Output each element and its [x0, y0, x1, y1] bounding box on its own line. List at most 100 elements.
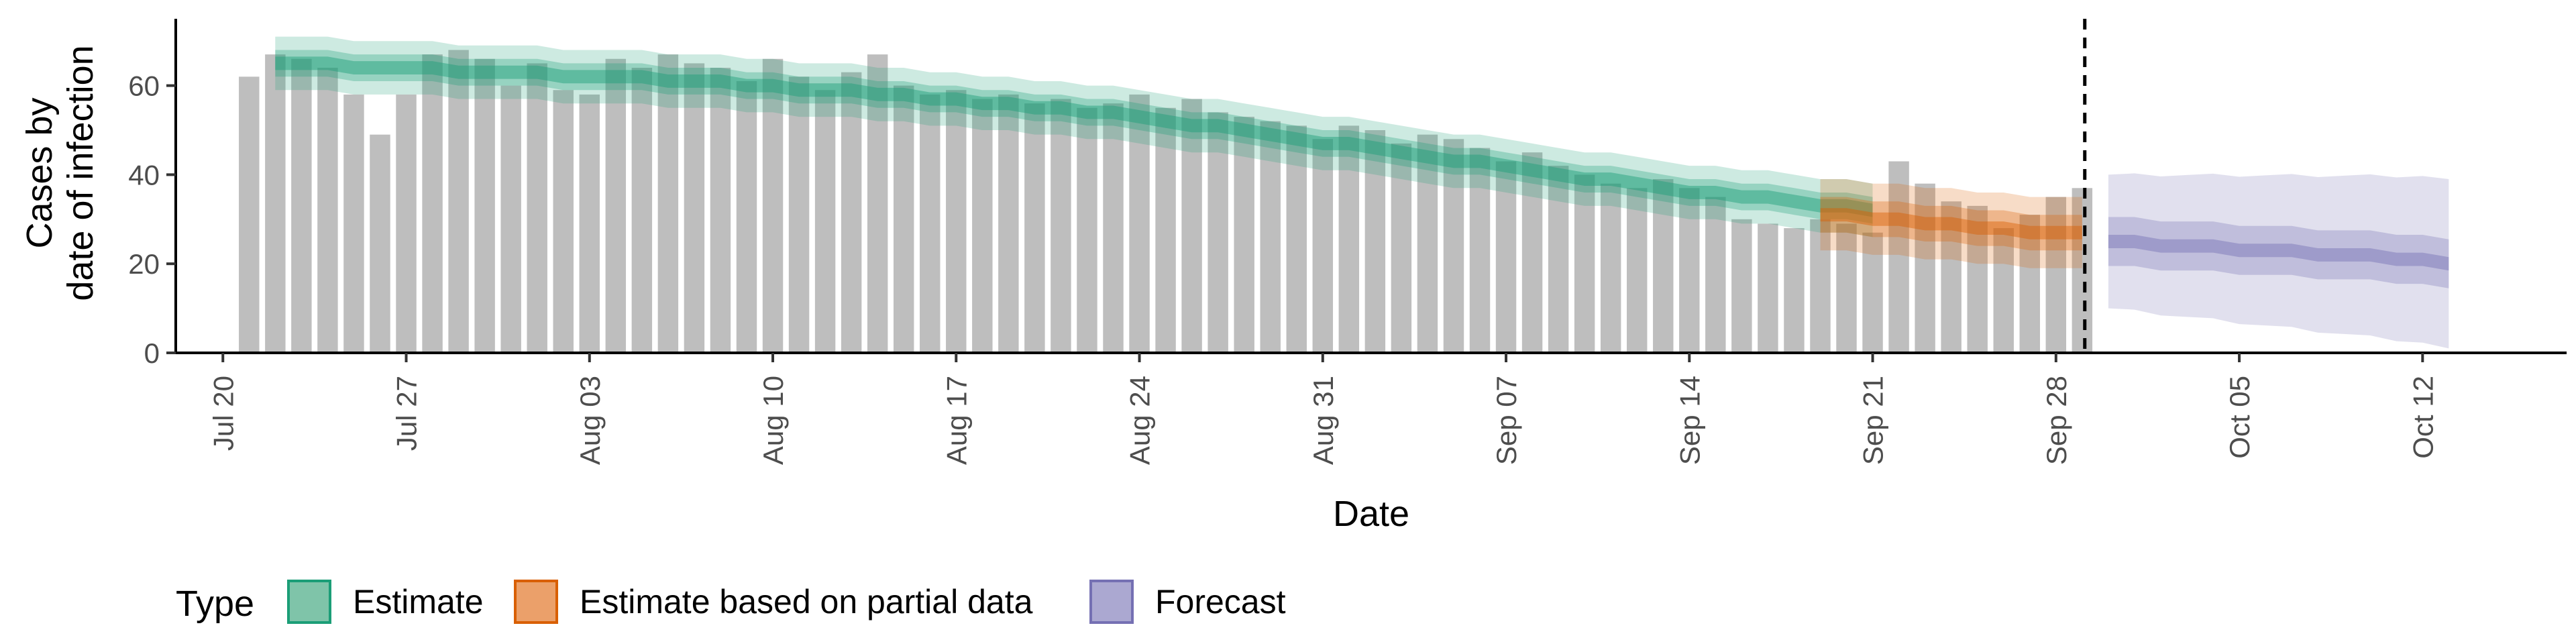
ribbon-estimate-inner [275, 56, 1873, 217]
bar-day-41 [1286, 125, 1307, 354]
bar-day-6 [370, 134, 390, 353]
bar-day-42 [1312, 139, 1334, 353]
bar-day-31 [1024, 103, 1045, 353]
bar-day-7 [396, 94, 417, 353]
x-tick-label-aug-31: Aug 31 [1307, 376, 1339, 465]
bar-day-9 [448, 50, 469, 353]
legend-key-forecast [1089, 580, 1134, 624]
bar-day-49 [1495, 161, 1517, 354]
bar-day-52 [1574, 174, 1595, 353]
bar-day-26 [893, 85, 914, 353]
y-axis-title-line-1: Cases by [19, 97, 60, 248]
bar-day-63 [1862, 232, 1883, 353]
bar-day-55 [1653, 179, 1674, 353]
legend-label-forecast: Forecast [1155, 583, 1286, 621]
y-tick-label-0: 0 [144, 337, 160, 369]
bar-day-8 [422, 54, 443, 354]
bar-day-4 [317, 68, 338, 353]
bar-day-60 [1784, 228, 1805, 353]
bar-day-11 [500, 85, 521, 353]
bar-day-39 [1234, 117, 1254, 353]
x-tick-label-sep-21: Sep 21 [1858, 376, 1889, 465]
ribbon-forecast-inner [2108, 235, 2449, 271]
bar-day-62 [1836, 223, 1857, 353]
x-tick-label-aug-10: Aug 10 [757, 376, 789, 465]
bar-day-61 [1810, 219, 1831, 353]
y-tick-label-40: 40 [128, 159, 160, 191]
x-tick-label-sep-28: Sep 28 [2041, 376, 2072, 465]
x-tick-label-jul-20: Jul 20 [207, 376, 239, 451]
ribbon-estimate-based-on-partial-data-mid [1820, 197, 2082, 251]
bar-day-25 [867, 54, 888, 354]
bar-day-70 [2045, 197, 2067, 353]
x-tick-label-oct-12: Oct 12 [2407, 376, 2438, 459]
bar-day-21 [762, 58, 784, 353]
y-axis-title-line-2: date of infection [60, 45, 101, 301]
bar-day-51 [1548, 166, 1569, 353]
bar-day-68 [1993, 228, 2014, 353]
bar-day-12 [527, 63, 547, 354]
bar-day-3 [291, 58, 312, 353]
bar-day-44 [1364, 130, 1386, 353]
y-tick-label-60: 60 [128, 70, 160, 102]
bar-day-17 [657, 54, 679, 354]
ribbon-forecast-outer [2108, 173, 2449, 349]
bar-day-19 [710, 68, 731, 353]
bar-day-67 [1967, 205, 1988, 353]
bar-day-16 [631, 68, 653, 353]
bar-day-45 [1391, 143, 1412, 354]
bar-day-30 [998, 94, 1019, 353]
axes-layer: 0 20 40 60 Jul 20 Jul 27 Aug 03 Aug 10 Aug 17 Aug… [128, 19, 2567, 465]
bar-day-1 [239, 76, 260, 353]
bar-day-29 [972, 99, 993, 353]
y-tick-label-20: 20 [128, 248, 160, 280]
bar-day-66 [1941, 201, 1962, 353]
bar-day-48 [1469, 148, 1491, 353]
bar-day-28 [946, 90, 967, 354]
legend-key-partial [514, 580, 558, 624]
x-tick-label-sep-14: Sep 14 [1674, 376, 1705, 465]
x-tick-label-sep-07: Sep 07 [1491, 376, 1522, 465]
bar-day-32 [1051, 99, 1071, 353]
bar-day-64 [1888, 161, 1909, 354]
legend-title: Type [176, 584, 254, 624]
bar-day-33 [1077, 107, 1097, 354]
legend: Type Estimate Estimate based on partial … [176, 580, 1286, 624]
bar-day-5 [343, 94, 364, 353]
bar-day-35 [1129, 94, 1150, 353]
x-tick-label-aug-03: Aug 03 [574, 376, 606, 465]
bars-layer [239, 50, 2093, 354]
bar-day-56 [1679, 188, 1700, 353]
x-axis-title: Date [1333, 494, 1409, 534]
bar-day-23 [814, 90, 836, 354]
x-tick-label-oct-05: Oct 05 [2224, 376, 2255, 459]
bar-day-36 [1155, 107, 1176, 354]
bar-day-38 [1208, 112, 1228, 353]
bar-day-43 [1338, 125, 1360, 354]
legend-key-estimate [287, 580, 331, 624]
bar-day-13 [553, 90, 574, 354]
ribbon-estimate-mid [275, 50, 1873, 224]
bar-day-40 [1260, 121, 1281, 353]
bar-day-46 [1417, 134, 1438, 353]
x-tick-label-jul-27: Jul 27 [391, 376, 423, 451]
bar-day-14 [579, 94, 600, 353]
bar-day-69 [2019, 215, 2040, 353]
bar-day-15 [605, 58, 627, 353]
bar-day-24 [841, 72, 862, 354]
bar-day-50 [1521, 152, 1543, 353]
bar-day-58 [1731, 219, 1752, 353]
bar-day-34 [1103, 103, 1124, 353]
ribbon-forecast-mid [2108, 217, 2449, 288]
ribbon-estimate-based-on-partial-data-outer [1820, 179, 2082, 268]
bar-day-22 [788, 76, 810, 353]
bar-day-20 [736, 80, 757, 354]
bar-day-2 [265, 54, 286, 354]
bar-day-27 [920, 94, 941, 353]
bar-day-10 [474, 58, 495, 353]
bar-day-65 [1915, 183, 1935, 353]
bar-day-71 [2072, 188, 2093, 353]
legend-label-partial: Estimate based on partial data [580, 583, 1033, 621]
bar-day-59 [1758, 223, 1778, 353]
